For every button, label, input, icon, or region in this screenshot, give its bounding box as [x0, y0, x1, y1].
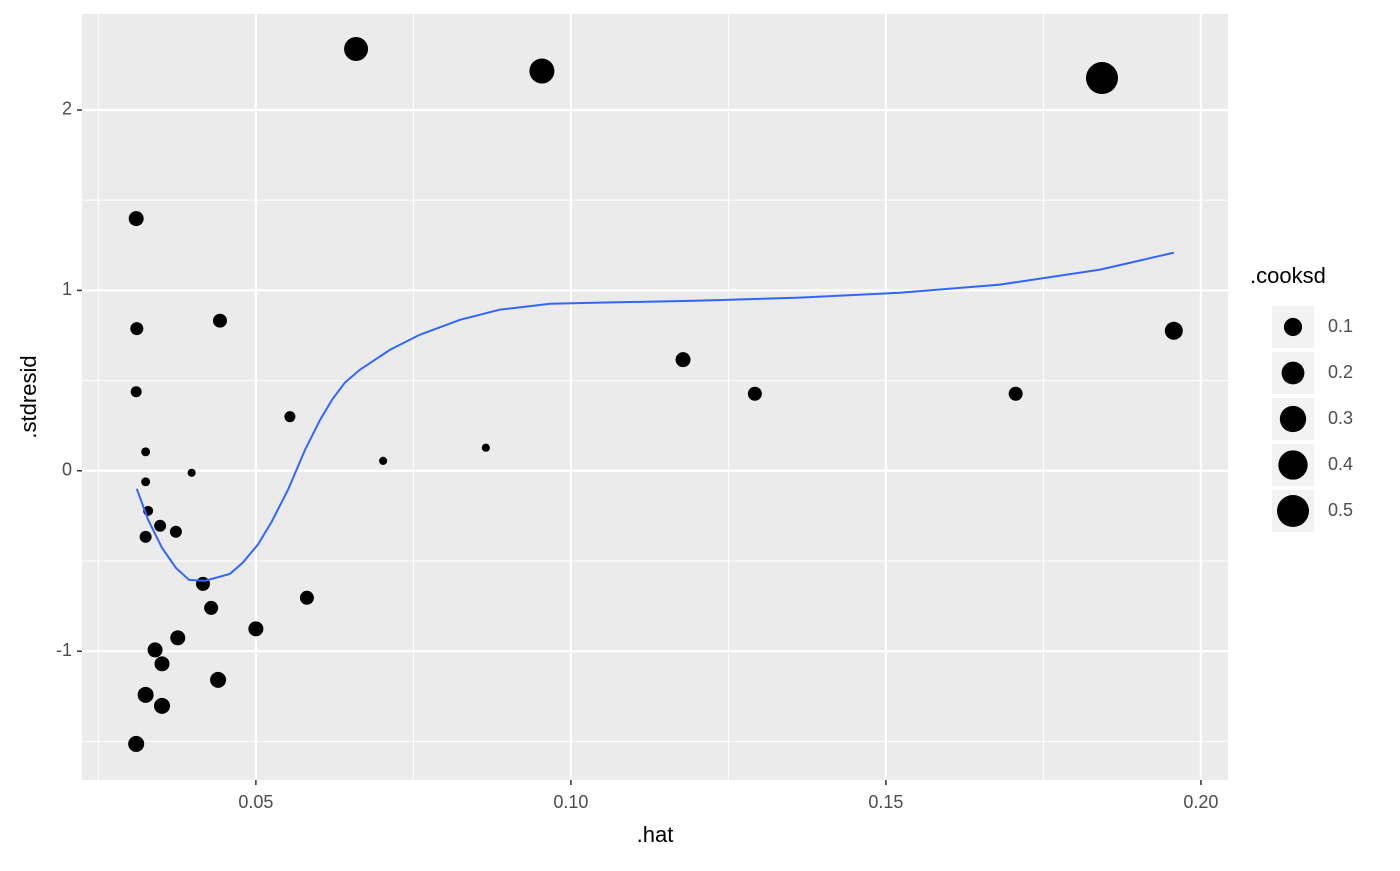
point — [529, 58, 555, 84]
point — [141, 447, 151, 457]
y-tick-label: 0 — [62, 460, 72, 480]
point — [379, 456, 388, 465]
smooth-line — [135, 251, 1175, 582]
point — [137, 686, 154, 703]
legend-title: .cooksd — [1250, 263, 1326, 288]
legend-label: 0.5 — [1328, 500, 1353, 520]
legend-label: 0.4 — [1328, 454, 1353, 474]
x-tick-label: 0.05 — [238, 792, 273, 812]
point — [169, 525, 182, 538]
point — [481, 443, 490, 452]
x-tick-label: 0.10 — [553, 792, 588, 812]
legend-symbol — [1279, 405, 1307, 433]
legend-symbol — [1277, 495, 1309, 527]
point — [675, 352, 691, 368]
point — [210, 671, 227, 688]
point — [344, 37, 369, 61]
point — [1164, 321, 1183, 340]
point — [170, 630, 186, 646]
point — [299, 590, 314, 605]
legend-symbol — [1278, 450, 1308, 480]
point — [128, 211, 144, 227]
point — [128, 735, 145, 752]
point — [130, 386, 142, 398]
point — [204, 600, 219, 615]
point — [212, 313, 227, 328]
y-axis-title: .stdresid — [16, 355, 41, 438]
y-tick-label: 2 — [62, 99, 72, 119]
legend-label: 0.2 — [1328, 362, 1353, 382]
y-tick-label: 1 — [62, 279, 72, 299]
point — [1085, 62, 1118, 95]
x-tick-label: 0.15 — [868, 792, 903, 812]
point — [139, 530, 152, 543]
x-tick-label: 0.20 — [1183, 792, 1218, 812]
point — [1008, 386, 1023, 401]
point — [141, 477, 151, 487]
point — [747, 386, 762, 401]
legend-symbol — [1283, 317, 1303, 337]
point — [284, 411, 296, 423]
point — [248, 621, 264, 637]
point — [147, 642, 163, 658]
point — [130, 322, 144, 336]
legend-label: 0.1 — [1328, 316, 1353, 336]
plot-panel — [82, 14, 1228, 780]
x-axis-title: .hat — [637, 822, 674, 847]
legend-label: 0.3 — [1328, 408, 1353, 428]
y-tick-label: -1 — [56, 640, 72, 660]
legend-symbol — [1281, 361, 1305, 385]
point — [187, 468, 196, 477]
point — [154, 656, 170, 672]
point — [154, 697, 171, 714]
point — [154, 519, 167, 532]
